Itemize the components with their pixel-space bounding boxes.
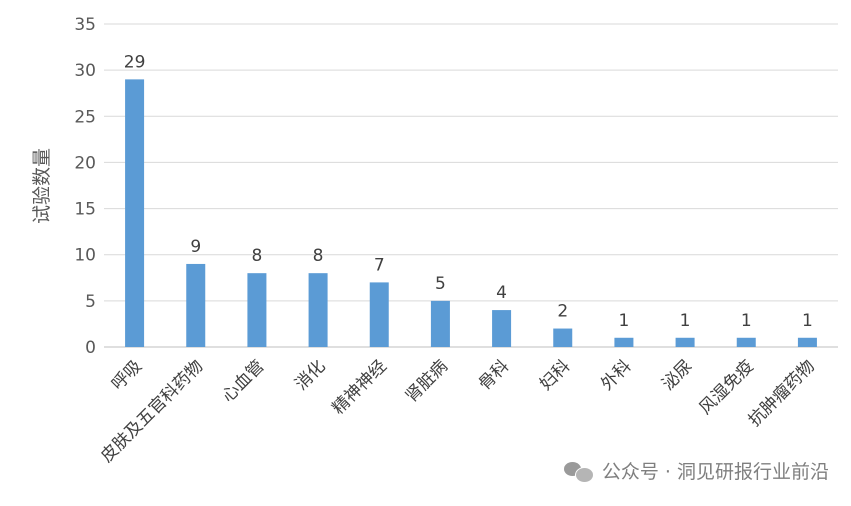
x-category-label: 妇科: [536, 356, 574, 394]
bar: [308, 273, 328, 347]
y-tick-label: 0: [85, 338, 96, 358]
y-tick-label: 35: [74, 15, 96, 35]
data-label: 9: [190, 237, 201, 257]
bar: [614, 337, 634, 347]
x-category-label: 精神神经: [329, 356, 391, 418]
data-label: 1: [741, 311, 752, 331]
gridlines: [104, 23, 838, 348]
data-label: 7: [374, 255, 385, 275]
bar: [369, 282, 389, 347]
data-label: 8: [313, 246, 324, 266]
bar: [247, 273, 267, 347]
data-label: 1: [680, 311, 691, 331]
bar: [430, 300, 450, 347]
x-category-label: 风湿免疫: [696, 356, 758, 418]
x-category-label: 皮肤及五官科药物: [97, 356, 207, 466]
x-category-label: 抗肿瘤药物: [745, 356, 819, 430]
bars: [125, 79, 817, 347]
x-category-label: 消化: [291, 356, 329, 394]
bar: [736, 337, 756, 347]
x-category-label: 泌尿: [658, 356, 696, 394]
x-category-label: 骨科: [475, 356, 513, 394]
y-axis-ticks: 0 5 10 15 20 25 30 35: [74, 15, 96, 358]
bar: [492, 310, 512, 347]
y-tick-label: 15: [74, 200, 96, 220]
data-labels: 29 9 8 8 7 5 4 2 1 1 1 1: [124, 52, 813, 330]
y-tick-label: 10: [74, 246, 96, 266]
data-label: 1: [619, 311, 630, 331]
watermark: 公众号 · 洞见研报行业前沿: [563, 457, 829, 484]
y-tick-label: 20: [74, 153, 96, 173]
data-label: 8: [252, 246, 263, 266]
wechat-icon: [563, 460, 594, 483]
data-label: 5: [435, 274, 446, 294]
data-label: 4: [496, 283, 507, 303]
y-tick-label: 25: [74, 107, 96, 127]
x-category-label: 外科: [597, 356, 635, 394]
y-axis-label: 试验数量: [31, 148, 53, 224]
x-category-label: 肾脏病: [402, 356, 452, 406]
watermark-text: 公众号 · 洞见研报行业前沿: [601, 461, 829, 483]
bar: [186, 263, 206, 347]
x-category-label: 心血管: [218, 356, 268, 406]
data-label: 2: [557, 302, 568, 322]
bar: [675, 337, 695, 347]
data-label: 1: [802, 311, 813, 331]
y-tick-label: 30: [74, 61, 96, 81]
y-tick-label: 5: [85, 292, 96, 312]
bar: [797, 337, 817, 347]
bar: [125, 79, 145, 347]
x-category-label: 呼吸: [108, 356, 146, 394]
data-label: 29: [124, 52, 146, 72]
bar: [553, 328, 573, 347]
